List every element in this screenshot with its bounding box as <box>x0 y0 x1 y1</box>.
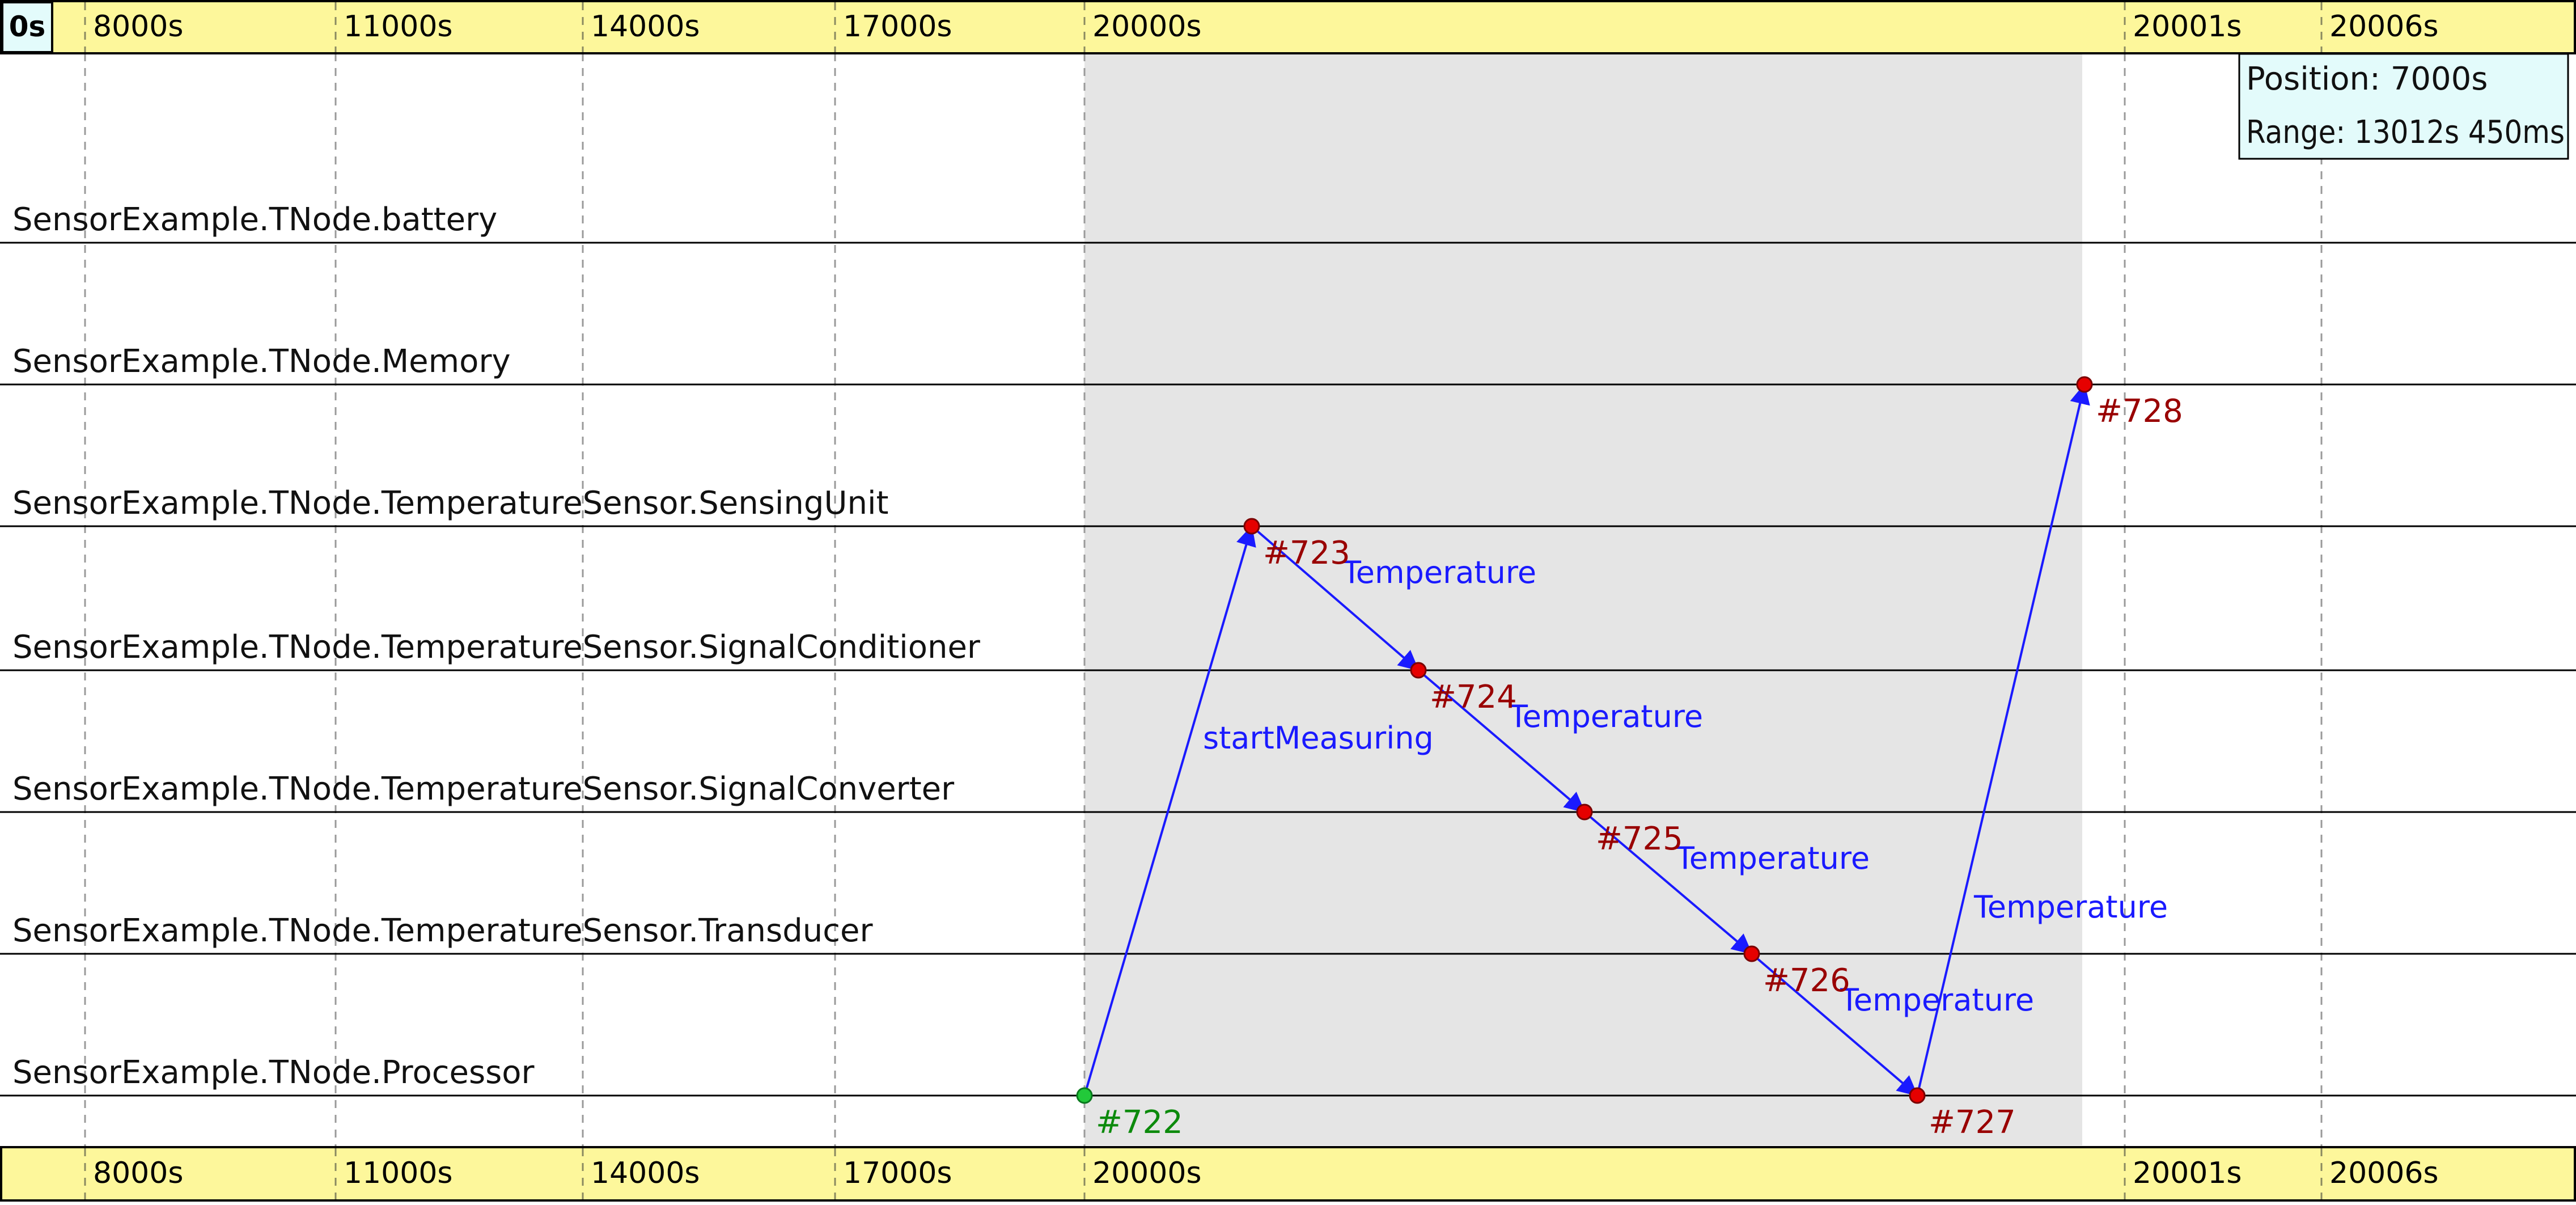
top-tick-label: 17000s <box>843 10 952 44</box>
event-label: #725 <box>1596 821 1683 857</box>
bottom-axis-ticks: 8000s 11000s 14000s 17000s 20000s 20001s 20006… <box>84 1148 2439 1199</box>
top-tick-label: 14000s <box>591 10 700 44</box>
lane-lines <box>0 242 2576 1097</box>
lane-label[interactable]: SensorExample.TNode.TemperatureSensor.Si… <box>12 771 955 807</box>
info-range: Range: 13012s 450ms <box>2246 114 2565 151</box>
bottom-time-axis[interactable]: 8000s 11000s 14000s 17000s 20000s 20001s 20006… <box>0 1146 2576 1202</box>
bottom-tick-label: 14000s <box>591 1156 700 1190</box>
top-tick-label: 11000s <box>344 10 453 44</box>
message-arrow[interactable] <box>1083 525 1256 1096</box>
message-arrow[interactable] <box>1251 525 1420 671</box>
message-arrows: startMeasuring Temperature Temperature Temp… <box>1083 383 2168 1097</box>
time-gridlines <box>84 53 2323 1147</box>
top-axis-ticks: 8000s 11000s 14000s 17000s 20000s 20001s 20006… <box>84 2 2439 52</box>
event-label: #728 <box>2096 393 2183 430</box>
message-label: Temperature <box>1973 889 2168 925</box>
origin-marker-label: 0s <box>9 10 46 43</box>
bottom-tick-label: 17000s <box>843 1156 952 1190</box>
event-label: #724 <box>1430 679 1517 716</box>
bottom-tick-label: 20001s <box>2133 1156 2242 1190</box>
top-axis-bar[interactable] <box>0 0 2576 54</box>
top-time-axis[interactable]: 0s 8000s 11000s 14000s 17000s 20000s 20001s 20… <box>0 0 2576 54</box>
event-label: #723 <box>1263 535 1350 572</box>
event-dot[interactable] <box>1743 945 1760 962</box>
event-dot[interactable] <box>1243 518 1260 535</box>
lane-label[interactable]: SensorExample.TNode.Processor <box>12 1054 535 1091</box>
top-tick-label: 20006s <box>2329 10 2439 44</box>
lane-label[interactable]: SensorExample.TNode.TemperatureSensor.Se… <box>12 485 888 522</box>
lane-label[interactable]: SensorExample.TNode.Memory <box>12 343 511 380</box>
event-label: #726 <box>1763 962 1850 999</box>
lane-label[interactable]: SensorExample.TNode.TemperatureSensor.Si… <box>12 629 981 666</box>
bottom-tick-label: 11000s <box>344 1156 453 1190</box>
top-tick-label: 20000s <box>1092 10 1202 44</box>
event-markers: #722 #723 #724 #725 #726 #727 #728 <box>1076 376 2183 1141</box>
info-position: Position: 7000s <box>2246 61 2488 98</box>
message-label: Temperature <box>1675 840 1870 876</box>
bottom-tick-label: 8000s <box>93 1156 183 1190</box>
event-dot[interactable] <box>2076 376 2093 393</box>
message-label: startMeasuring <box>1203 720 1434 756</box>
event-dot[interactable] <box>1410 662 1427 679</box>
message-label: Temperature <box>1342 555 1536 590</box>
event-dot[interactable] <box>1076 1087 1093 1104</box>
event-label: #727 <box>1929 1104 2016 1141</box>
info-box-background <box>2238 53 2569 160</box>
selection-range-region <box>1084 54 2082 1145</box>
event-label: #722 <box>1096 1104 1183 1141</box>
lane-label[interactable]: SensorExample.TNode.battery <box>12 201 497 238</box>
message-arrow[interactable] <box>1751 953 1918 1097</box>
lane-labels: SensorExample.TNode.battery SensorExample… <box>12 201 981 1091</box>
event-dot[interactable] <box>1576 804 1593 821</box>
lane-label[interactable]: SensorExample.TNode.TemperatureSensor.Tr… <box>12 912 873 949</box>
position-info-box: Position: 7000s Range: 13012s 450ms <box>2238 53 2569 160</box>
message-label: Temperature <box>1509 699 1703 734</box>
message-arrow[interactable] <box>1583 811 1753 955</box>
bottom-tick-label: 20006s <box>2329 1156 2439 1190</box>
bottom-axis-bar[interactable] <box>0 1146 2576 1202</box>
top-tick-label: 20001s <box>2133 10 2242 44</box>
message-arrow[interactable] <box>1916 383 2090 1096</box>
top-tick-label: 8000s <box>93 10 183 44</box>
origin-marker-box[interactable] <box>1 1 53 53</box>
event-dot[interactable] <box>1909 1087 1926 1104</box>
bottom-tick-label: 20000s <box>1092 1156 1202 1190</box>
message-arrow[interactable] <box>1417 669 1586 813</box>
